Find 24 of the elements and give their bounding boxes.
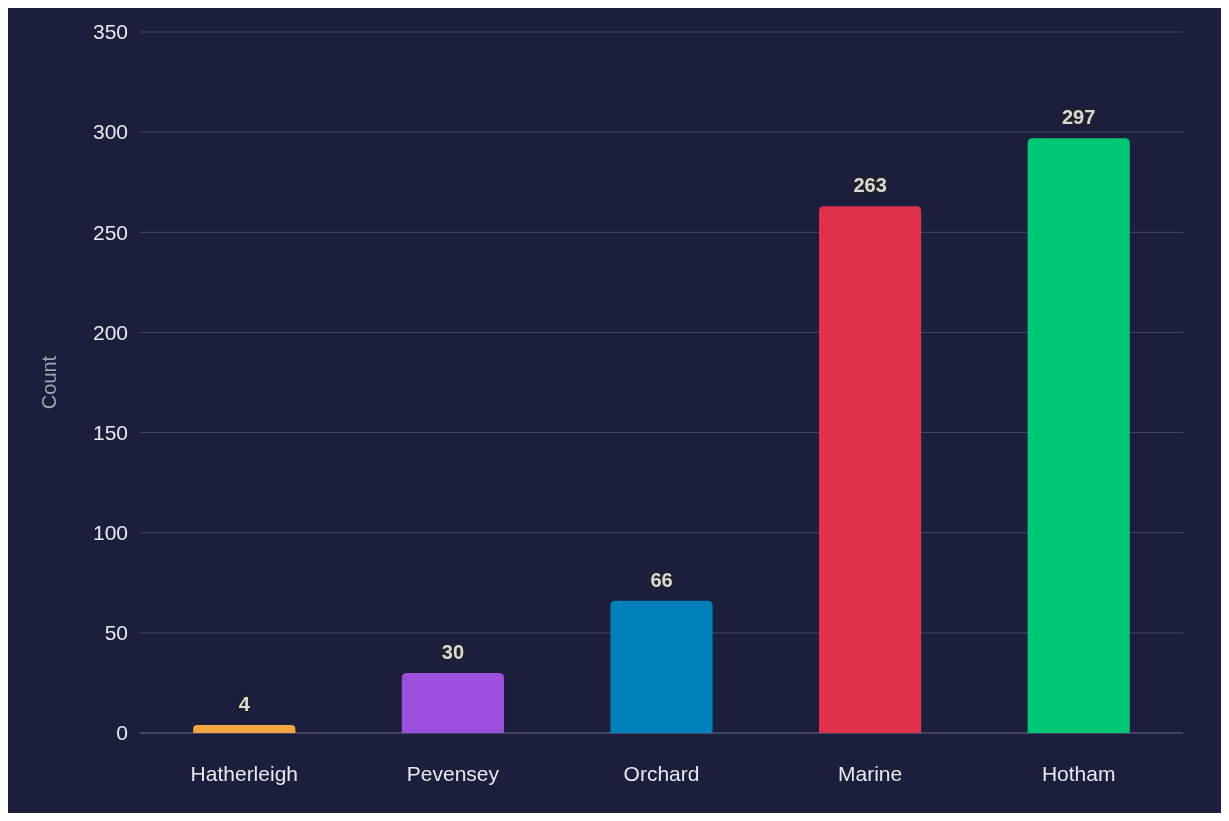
y-tick-label: 0 xyxy=(116,721,128,745)
y-tick-label: 250 xyxy=(92,220,128,244)
bar xyxy=(1027,138,1130,733)
data-label: 30 xyxy=(441,640,465,663)
y-tick-label: 50 xyxy=(104,621,128,645)
y-tick-label: 200 xyxy=(92,320,128,344)
x-tick-label: Hotham xyxy=(1041,762,1116,785)
data-label: 297 xyxy=(1062,106,1096,129)
x-tick-label: Pevensey xyxy=(406,762,500,785)
x-tick-label: Orchard xyxy=(623,762,700,785)
y-tick-label: 300 xyxy=(92,120,128,144)
y-axis-title: Count xyxy=(38,355,60,410)
y-tick-label: 350 xyxy=(92,20,128,44)
y-tick-label: 150 xyxy=(92,420,128,444)
x-tick-label: Hatherleigh xyxy=(190,762,298,785)
data-label: 66 xyxy=(650,568,673,591)
bar xyxy=(401,672,505,733)
bar xyxy=(193,724,296,733)
y-tick-label: 100 xyxy=(92,521,128,545)
bar xyxy=(610,600,713,733)
bar xyxy=(818,206,922,733)
data-label: 4 xyxy=(238,692,251,715)
data-label: 263 xyxy=(853,174,887,197)
x-tick-label: Marine xyxy=(838,762,903,785)
